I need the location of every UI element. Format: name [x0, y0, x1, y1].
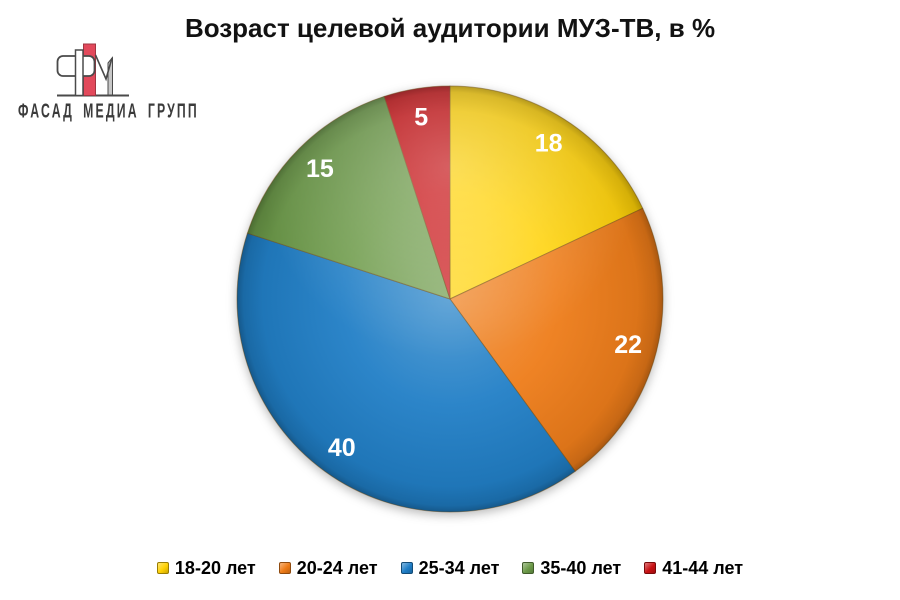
legend-label: 18-20 лет: [174, 558, 256, 578]
logo: ФАСАД МЕДИА ГРУПП: [14, 30, 199, 130]
logo-mark-icon: [56, 43, 129, 97]
pie-value-label-1: 22: [614, 331, 642, 359]
pie-value-label-4: 5: [414, 103, 428, 131]
logo-text: ФАСАД МЕДИА ГРУПП: [18, 100, 199, 123]
pie-chart: 18 22 40 15 5: [236, 85, 664, 513]
legend-swatch-icon: [522, 562, 535, 574]
pie-value-label-3: 15: [306, 155, 334, 183]
pie-value-label-2: 40: [328, 434, 356, 462]
legend-label: 25-34 лет: [418, 558, 500, 578]
legend-swatch-icon: [156, 562, 169, 574]
legend-label: 35-40 лет: [540, 558, 622, 578]
legend-swatch-icon: [644, 562, 657, 574]
legend-label: 20-24 лет: [296, 558, 378, 578]
legend-item-1: 20-24 лет: [278, 558, 378, 578]
legend-item-4: 41-44 лет: [644, 559, 743, 577]
legend-item-3: 35-40 лет: [522, 559, 621, 577]
legend: 18-20 лет 20-24 лет 25-34 лет 35-40 лет 41-4…: [0, 559, 900, 577]
legend-swatch-icon: [278, 562, 291, 574]
pie-rim-shade: [237, 86, 663, 512]
pie-value-label-0: 18: [535, 130, 563, 158]
legend-label: 41-44 лет: [662, 558, 744, 578]
legend-swatch-icon: [400, 562, 413, 574]
legend-item-2: 25-34 лет: [400, 558, 500, 578]
legend-item-0: 18-20 лет: [156, 558, 256, 578]
chart-title: Возраст целевой аудитории МУЗ-ТВ, в %: [184, 13, 716, 43]
